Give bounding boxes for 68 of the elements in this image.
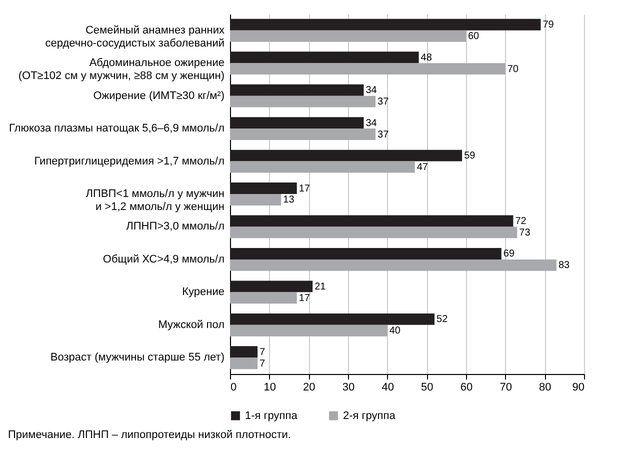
data-label: 21 bbox=[314, 281, 326, 292]
data-label: 48 bbox=[420, 52, 432, 64]
data-label: 13 bbox=[283, 194, 295, 206]
legend-label: 2-я группа bbox=[343, 410, 396, 422]
y-tick-label: Мужской пол bbox=[158, 318, 224, 331]
bar bbox=[230, 182, 297, 194]
y-tick-label: ЛПНП>3,0 ммоль/л bbox=[126, 220, 224, 233]
x-tick-label: 0 bbox=[230, 382, 237, 394]
data-label: 17 bbox=[298, 292, 310, 304]
x-tick-label: 90 bbox=[572, 382, 584, 394]
data-label: 7 bbox=[260, 358, 266, 370]
data-label: 69 bbox=[503, 248, 515, 260]
data-label: 60 bbox=[468, 31, 480, 42]
text: Примечание. ЛПНП – липопротеиды низкой плотности. bbox=[8, 429, 292, 441]
data-label: 7 bbox=[260, 346, 266, 358]
data-label: 72 bbox=[515, 216, 527, 227]
y-tick-label: Абдоминальное ожирение (ОТ≥102 см у мужчин, ≥88 см у женщин) bbox=[18, 57, 224, 82]
bar bbox=[230, 128, 376, 140]
data-label: 73 bbox=[519, 227, 531, 238]
legend-label: 1-я группа bbox=[245, 410, 298, 422]
data-label: 83 bbox=[558, 260, 570, 272]
x-tick-label: 20 bbox=[303, 382, 316, 394]
y-tick-label: Возраст (мужчины старше 55 лет) bbox=[50, 352, 224, 364]
bar bbox=[230, 194, 282, 206]
bar bbox=[230, 226, 518, 238]
data-label: 37 bbox=[378, 96, 390, 108]
data-label: 40 bbox=[389, 326, 401, 337]
y-tick-label: Семейный анамнез ранних сердечно-сосудистых заболеваний bbox=[45, 24, 225, 50]
y-tick-label: ЛПВП<1 ммоль/л у мужчин и >1,2 ммоль/л у женщин bbox=[86, 188, 224, 213]
data-label: 37 bbox=[378, 129, 390, 140]
bar bbox=[230, 346, 258, 358]
bar bbox=[230, 52, 419, 64]
bar bbox=[230, 313, 435, 325]
bar bbox=[230, 117, 364, 129]
y-tick-label: Ожирение (ИМТ≥30 кг/м²) bbox=[93, 90, 224, 102]
x-tick-label: 40 bbox=[382, 382, 394, 394]
bar bbox=[230, 84, 364, 96]
bar bbox=[230, 96, 376, 108]
bar bbox=[230, 150, 462, 162]
x-tick-label: 80 bbox=[539, 382, 552, 394]
bar bbox=[230, 259, 556, 271]
bar bbox=[230, 248, 502, 260]
data-label: 17 bbox=[298, 183, 310, 194]
y-tick-label: Курение bbox=[182, 286, 224, 298]
bar bbox=[230, 18, 541, 30]
data-label: 34 bbox=[366, 85, 378, 96]
bar bbox=[230, 161, 415, 173]
x-tick-label: 60 bbox=[460, 382, 473, 394]
x-tick-label: 70 bbox=[500, 382, 512, 394]
data-label: 34 bbox=[366, 118, 378, 129]
y-tick-label: Гипертриглицеридемия >1,7 ммоль/л bbox=[34, 155, 224, 168]
data-label: 52 bbox=[436, 314, 448, 326]
x-tick-label: 50 bbox=[421, 382, 434, 394]
data-label: 47 bbox=[416, 162, 428, 173]
bar bbox=[230, 30, 466, 42]
bar bbox=[230, 215, 514, 227]
bar bbox=[230, 63, 506, 75]
data-label: 70 bbox=[507, 64, 519, 75]
y-tick-label: Глюкоза плазмы натощак 5,6–6,9 ммоль/л bbox=[9, 122, 224, 135]
bar bbox=[230, 358, 258, 370]
data-label: 59 bbox=[464, 150, 476, 162]
data-label: 79 bbox=[542, 20, 554, 31]
bar bbox=[230, 280, 313, 292]
bar bbox=[230, 292, 297, 304]
x-tick-label: 30 bbox=[342, 382, 355, 394]
bar bbox=[230, 324, 388, 336]
y-tick-label: Общий ХС>4,9 ммоль/л bbox=[102, 253, 224, 266]
x-tick-label: 10 bbox=[264, 382, 276, 394]
